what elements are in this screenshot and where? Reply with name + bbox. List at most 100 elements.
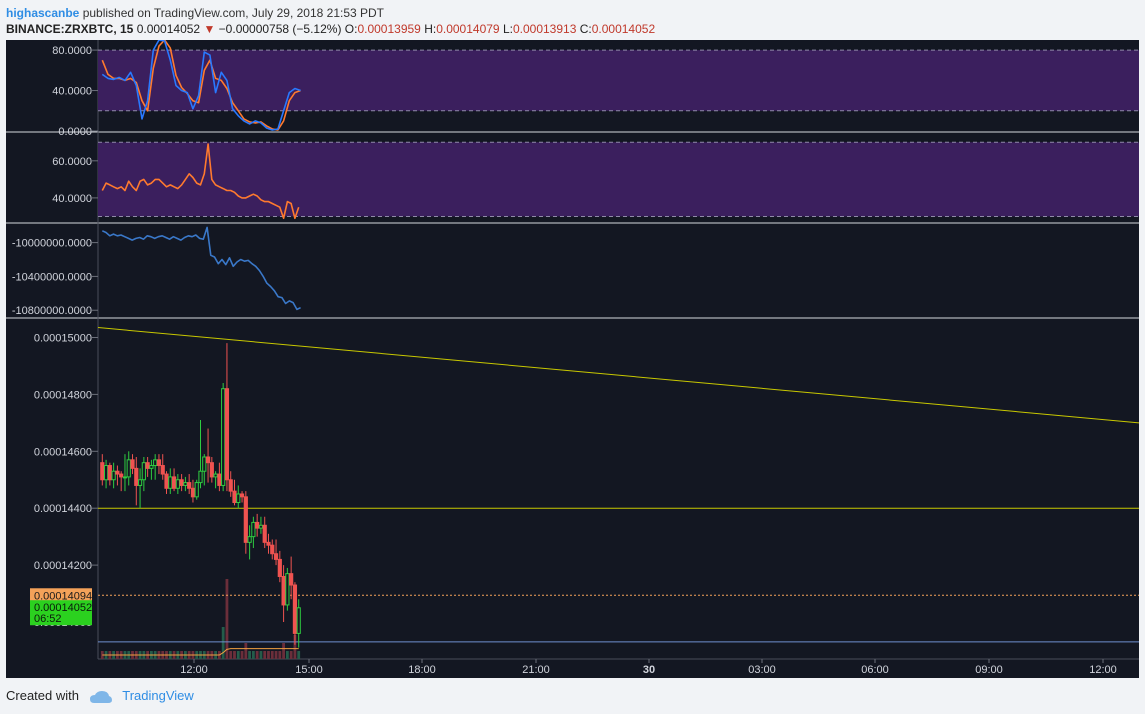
low-value: 0.00013913 (512, 22, 577, 36)
candle-body (164, 473, 169, 489)
x-tick-label: 12:00 (1089, 664, 1117, 676)
candle-body (202, 456, 207, 472)
candle-body (232, 490, 237, 504)
stoch-y-tick: 80.0000 (52, 45, 92, 57)
volume-bar (233, 651, 236, 659)
high-value: 0.00014079 (436, 22, 500, 36)
x-tick-label: 12:00 (180, 664, 208, 676)
volume-bar (267, 651, 270, 659)
obv-line (101, 226, 301, 311)
high-label: H: (424, 22, 437, 36)
stoch-k-line (101, 40, 301, 131)
price-y-tick: 0.00015000 (34, 332, 92, 344)
created-with-label: Created with (6, 688, 79, 703)
candle-body (258, 524, 264, 529)
x-tick-label: 30 (643, 664, 655, 676)
volume-bar (236, 651, 240, 659)
candle-body (228, 479, 233, 492)
countdown-label: 06:52 (34, 613, 62, 625)
candle-body (100, 462, 105, 481)
volume-bar (274, 651, 278, 659)
candle-body (160, 465, 165, 475)
publish-info: highascanbe published on TradingView.com… (6, 6, 384, 20)
volume-bar (229, 651, 233, 659)
x-tick-label: 06:00 (861, 664, 889, 676)
stoch-band (98, 50, 1139, 111)
candle-body (270, 544, 275, 555)
candle-body (111, 470, 116, 481)
candle-body (119, 473, 124, 478)
candle-body (198, 470, 203, 484)
chart-background (6, 40, 1139, 678)
triangle-down-icon: ▼ (203, 22, 216, 36)
volume-bar (255, 651, 259, 659)
candle-body (141, 462, 146, 481)
candle-body (168, 476, 173, 489)
volume-bar (289, 651, 293, 659)
candle-body (239, 493, 245, 498)
volume-bar (244, 643, 248, 659)
published-text: published on TradingView.com, July 29, 2… (82, 6, 385, 20)
candle-body (171, 476, 177, 489)
candle-body (122, 476, 128, 479)
chart-area[interactable]: 80.0000 40.0000 0.0000 60.0000 40.0000 -10000… (6, 40, 1139, 678)
candle-body (289, 573, 294, 586)
volume-bar (285, 651, 289, 659)
candle-body (296, 607, 301, 634)
candle-body (251, 521, 256, 538)
last-price-label: 0.00014052 (34, 602, 92, 614)
candle-body (236, 493, 241, 504)
descending-trendline (97, 327, 1139, 424)
rsi-band (98, 142, 1139, 217)
obv-y-tick: -10400000.0000 (12, 271, 92, 283)
tradingview-link[interactable]: TradingView (122, 688, 194, 703)
symbol-label: BINANCE:ZRXBTC, 15 (6, 22, 134, 36)
candle-body (107, 465, 112, 481)
x-tick-label: 18:00 (408, 664, 436, 676)
candle-body (137, 479, 143, 486)
candle-body (255, 521, 260, 529)
price-y-tick: 0.00014400 (34, 503, 92, 515)
candle-body (115, 470, 120, 475)
volume-bar (259, 651, 263, 659)
close-value: 0.00014052 (591, 22, 656, 36)
candle-body (247, 536, 252, 543)
x-tick-label: 21:00 (522, 664, 550, 676)
open-label: O: (344, 22, 358, 36)
volume-ma-line (102, 648, 299, 656)
candle-body (103, 465, 109, 481)
author-link[interactable]: highascanbe (6, 6, 80, 20)
candle-body (217, 473, 222, 486)
volume-bar (297, 651, 301, 659)
x-tick-label: 15:00 (295, 664, 323, 676)
candle-body (273, 553, 279, 560)
stoch-y-tick: 0.0000 (58, 126, 92, 138)
price-y-tick: 0.00014600 (34, 446, 92, 458)
candle-body (266, 541, 271, 546)
candle-body (130, 459, 135, 469)
x-tick-label: 09:00 (975, 664, 1003, 676)
candle-body (213, 473, 218, 478)
candle-body (190, 487, 196, 498)
candle-body (194, 482, 199, 498)
volume-bar (248, 651, 252, 659)
prev-close-tag (30, 588, 92, 603)
rsi-y-tick: 60.0000 (52, 156, 92, 168)
volume-bar (270, 651, 274, 659)
prev-close-label: 0.00014094 (34, 590, 92, 602)
cloud-logo-icon (89, 690, 112, 703)
obv-y-tick: -10000000.0000 (12, 238, 92, 250)
candle-body (243, 496, 248, 543)
volume-bar (221, 627, 225, 659)
ohlc-legend: BINANCE:ZRXBTC, 15 0.00014052 ▼ −0.00000… (6, 22, 655, 36)
candle-body (145, 462, 150, 469)
candle-body (224, 388, 230, 481)
candle-body (134, 467, 139, 486)
low-label: L: (502, 22, 513, 36)
rsi-line (101, 143, 300, 220)
candle-body (277, 558, 282, 577)
obv-y-tick: -10800000.0000 (12, 305, 92, 317)
candle-body (262, 524, 267, 543)
open-value: 0.00013959 (357, 22, 421, 36)
candle-body (205, 456, 211, 464)
